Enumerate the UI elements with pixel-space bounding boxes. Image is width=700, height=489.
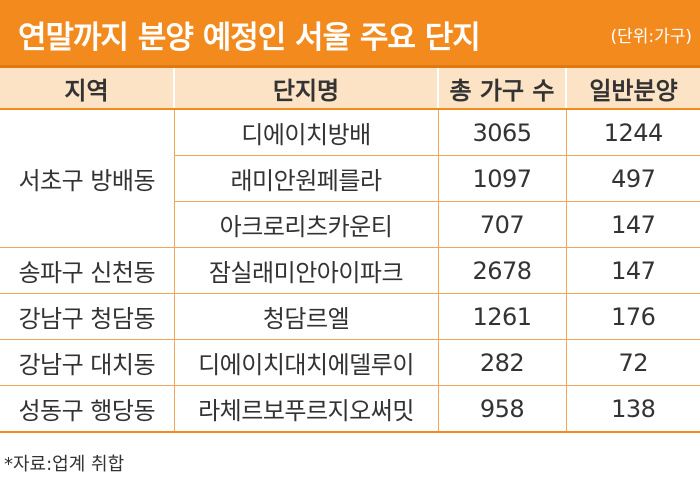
complex-name-cell: 디에이치대치에델루이 bbox=[173, 339, 438, 386]
complex-name-cell: 청담르엘 bbox=[173, 293, 438, 340]
general-cell: 497 bbox=[565, 155, 700, 202]
table-row: 래미안원페를라 1097 497 bbox=[0, 155, 700, 202]
complex-name-cell: 라체르보푸르지오써밋 bbox=[173, 385, 438, 433]
general-cell: 147 bbox=[565, 247, 700, 294]
general-cell: 1244 bbox=[565, 109, 700, 156]
complex-name-cell: 래미안원페를라 bbox=[173, 155, 438, 202]
total-cell: 1261 bbox=[437, 293, 566, 340]
general-cell: 138 bbox=[565, 385, 700, 433]
unit-label: (단위:가구) bbox=[610, 27, 692, 47]
header-total-households: 총 가구 수 bbox=[437, 68, 566, 110]
region-cell: 강남구 청담동 bbox=[0, 293, 174, 340]
header-row: 지역 단지명 총 가구 수 일반분양 bbox=[0, 68, 700, 110]
header-region: 지역 bbox=[0, 68, 174, 110]
title-bar: 연말까지 분양 예정인 서울 주요 단지 (단위:가구) bbox=[0, 0, 700, 68]
table-row: 강남구 대치동 디에이치대치에델루이 282 72 bbox=[0, 339, 700, 386]
complex-name-cell: 아크로리츠카운티 bbox=[173, 201, 438, 248]
region-cell: 성동구 행당동 bbox=[0, 385, 174, 433]
region-cell: 강남구 대치동 bbox=[0, 339, 174, 386]
apartment-table: 지역 단지명 총 가구 수 일반분양 서초구 방배동 디에이치방배 3065 1… bbox=[0, 68, 700, 433]
source-footnote: *자료:업계 취합 bbox=[4, 454, 125, 475]
table-row: 송파구 신천동 잠실래미안아이파크 2678 147 bbox=[0, 247, 700, 294]
table-title: 연말까지 분양 예정인 서울 주요 단지 bbox=[18, 20, 481, 56]
total-cell: 958 bbox=[437, 385, 566, 433]
region-cell: 송파구 신천동 bbox=[0, 247, 174, 294]
table-row: 아크로리츠카운티 707 147 bbox=[0, 201, 700, 248]
table-row: 강남구 청담동 청담르엘 1261 176 bbox=[0, 293, 700, 340]
total-cell: 2678 bbox=[437, 247, 566, 294]
total-cell: 3065 bbox=[437, 109, 566, 156]
total-cell: 707 bbox=[437, 201, 566, 248]
table-row: 성동구 행당동 라체르보푸르지오써밋 958 138 bbox=[0, 385, 700, 433]
total-cell: 282 bbox=[437, 339, 566, 386]
complex-name-cell: 잠실래미안아이파크 bbox=[173, 247, 438, 294]
general-cell: 176 bbox=[565, 293, 700, 340]
header-general-sale: 일반분양 bbox=[565, 68, 700, 110]
general-cell: 72 bbox=[565, 339, 700, 386]
header-complex-name: 단지명 bbox=[173, 68, 438, 110]
total-cell: 1097 bbox=[437, 155, 566, 202]
region-cell: 서초구 방배동 bbox=[0, 109, 174, 248]
general-cell: 147 bbox=[565, 201, 700, 248]
complex-name-cell: 디에이치방배 bbox=[173, 109, 438, 156]
table-row: 서초구 방배동 디에이치방배 3065 1244 bbox=[0, 109, 700, 248]
